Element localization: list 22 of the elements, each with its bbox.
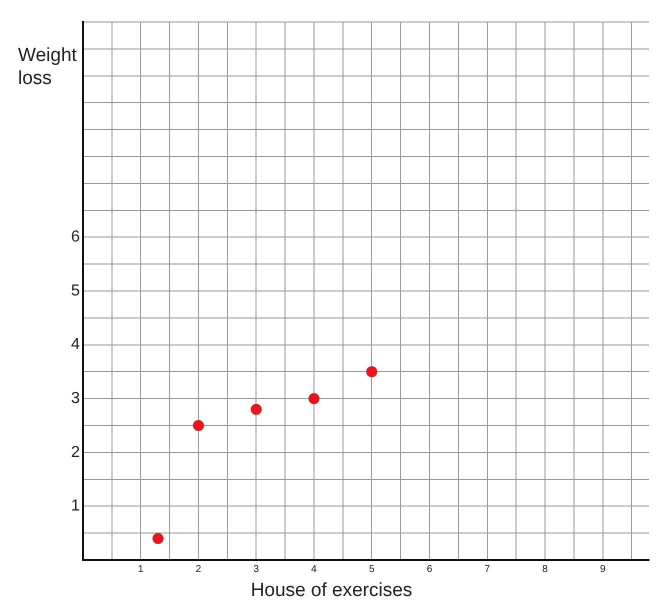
x-tick-label: 4 — [311, 564, 318, 575]
x-tick-label: 1 — [138, 564, 144, 575]
x-tick-label: 8 — [542, 564, 548, 575]
point — [152, 532, 164, 544]
point — [250, 404, 262, 415]
y-tick-label: 3 — [70, 390, 80, 408]
y-tick-label: 4 — [70, 336, 80, 354]
y-tick-label: 6 — [70, 228, 80, 246]
x-tick-label: 6 — [426, 564, 433, 575]
point — [366, 366, 378, 378]
x-tick-label: 3 — [253, 564, 260, 575]
x-axis-title: House of exercises — [250, 580, 414, 602]
y-axis-title: Weight loss — [18, 44, 78, 90]
point — [308, 393, 320, 404]
x-tick-label: 2 — [196, 564, 202, 575]
point — [192, 420, 204, 431]
x-tick-label: 5 — [368, 564, 375, 575]
x-tick-label: 9 — [600, 564, 606, 575]
x-tick-label: 7 — [484, 564, 490, 575]
y-tick-label: 5 — [70, 282, 80, 300]
y-tick-label: 2 — [70, 444, 80, 461]
y-tick-label: 1 — [70, 498, 80, 515]
